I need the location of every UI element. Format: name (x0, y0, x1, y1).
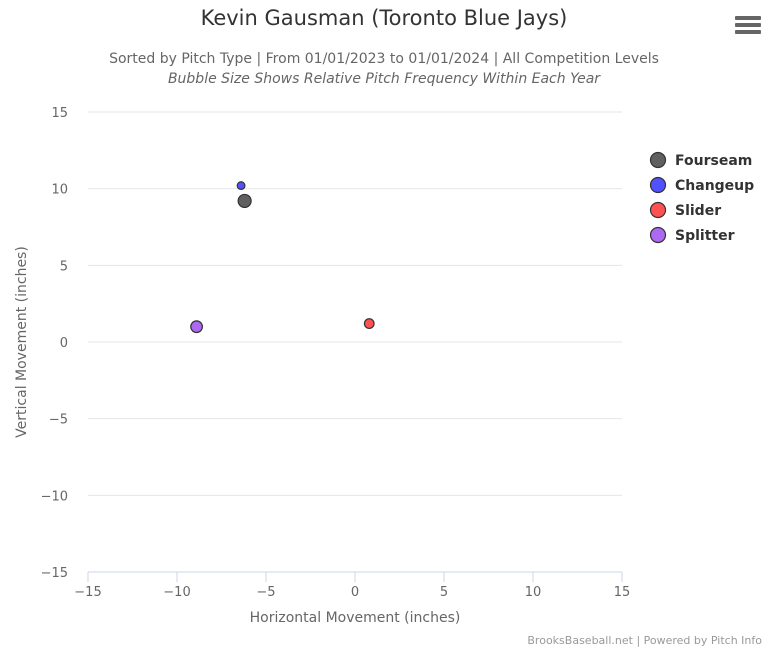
credits-link[interactable]: BrooksBaseball.net | Powered by Pitch In… (527, 634, 762, 647)
chart-subtitle: Sorted by Pitch Type | From 01/01/2023 t… (109, 51, 659, 67)
x-tick-label: 0 (351, 585, 359, 600)
y-axis-title: Vertical Movement (inches) (14, 246, 30, 438)
y-tick-label: −10 (41, 489, 68, 504)
x-tick-label: 15 (614, 585, 631, 600)
chart-subtitle-note: Bubble Size Shows Relative Pitch Frequen… (167, 71, 601, 87)
y-axis: 15 10 5 0 −5 −10 −15 (41, 106, 68, 581)
x-tick-label: −15 (74, 585, 101, 600)
x-axis-title: Horizontal Movement (inches) (250, 610, 461, 626)
x-tick-label: −10 (163, 585, 190, 600)
y-tick-label: 0 (60, 336, 68, 351)
menu-bar (735, 16, 761, 20)
legend: Fourseam Changeup Slider Splitter (649, 151, 754, 244)
chart-title: Kevin Gausman (Toronto Blue Jays) (200, 6, 568, 30)
data-point-splitter[interactable] (190, 320, 203, 334)
x-tick-label: 10 (525, 585, 542, 600)
legend-item-changeup[interactable]: Changeup (675, 178, 754, 194)
legend-item-fourseam[interactable]: Fourseam (675, 153, 752, 169)
grid-lines (88, 111, 622, 573)
y-tick-label: −5 (49, 413, 68, 428)
menu-bar (735, 30, 761, 34)
legend-marker[interactable] (649, 176, 667, 194)
legend-marker[interactable] (649, 226, 667, 244)
data-point-slider[interactable] (363, 318, 375, 330)
x-tick-label: −5 (256, 585, 275, 600)
data-points (190, 181, 375, 334)
y-tick-label: 10 (51, 183, 68, 198)
data-point-fourseam[interactable] (237, 193, 252, 209)
x-axis: −15 −10 −5 0 5 10 15 (74, 571, 631, 600)
y-tick-label: 15 (51, 106, 68, 121)
data-point-changeup[interactable] (236, 181, 246, 191)
legend-marker[interactable] (649, 151, 667, 169)
x-tick-label: 5 (440, 585, 448, 600)
menu-bar (735, 23, 761, 27)
legend-item-splitter[interactable]: Splitter (675, 228, 735, 244)
legend-item-slider[interactable]: Slider (675, 203, 721, 219)
y-tick-label: −15 (41, 566, 68, 581)
hamburger-menu-icon[interactable] (735, 16, 761, 38)
legend-marker[interactable] (649, 201, 667, 219)
y-tick-label: 5 (60, 259, 68, 274)
